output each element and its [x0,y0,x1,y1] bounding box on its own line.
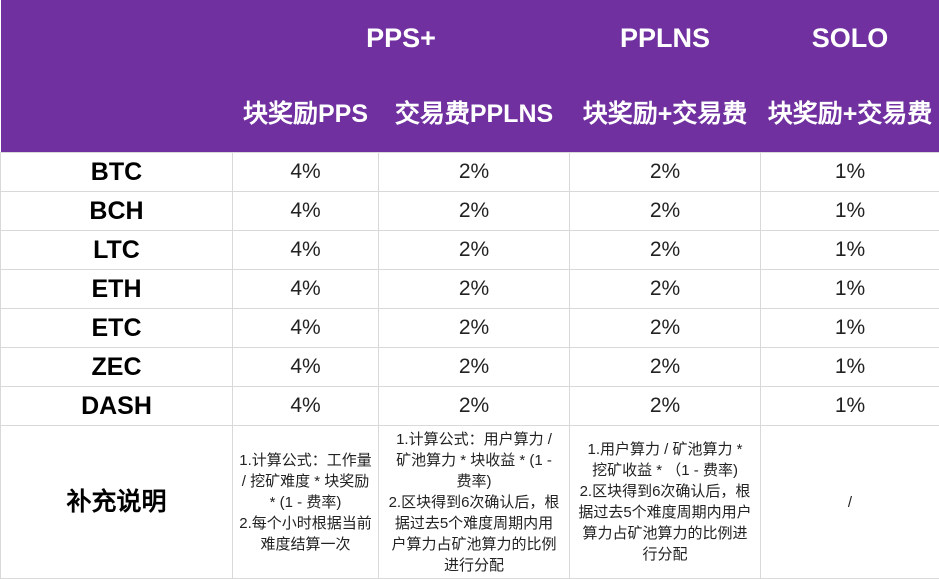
coin-name: DASH [1,387,233,426]
pps-tx-fee: 2% [379,192,570,231]
solo-fee: 1% [761,270,939,309]
notes-pplns: 1.用户算力 / 矿池算力 * 挖矿收益 * （1 - 费率) 2.区块得到6次… [570,426,761,579]
solo-fee: 1% [761,348,939,387]
subheader-tx-fee-pplns: 交易费PPLNS [379,76,570,153]
coin-name: BTC [1,153,233,192]
pps-fee: 4% [233,387,379,426]
pps-tx-fee: 2% [379,270,570,309]
table-row: ZEC 4% 2% 2% 1% [1,348,939,387]
header-corner [1,0,233,76]
table-row: BTC 4% 2% 2% 1% [1,153,939,192]
pplns-fee: 2% [570,387,761,426]
pps-tx-fee: 2% [379,153,570,192]
notes-label: 补充说明 [1,426,233,579]
subheader-solo-reward: 块奖励+交易费 [761,76,939,153]
header-pplns: PPLNS [570,0,761,76]
pps-fee: 4% [233,270,379,309]
notes-pps-tx: 1.计算公式：用户算力 / 矿池算力 * 块收益 * (1 - 费率) 2.区块… [379,426,570,579]
table-body: BTC 4% 2% 2% 1% BCH 4% 2% 2% 1% LTC 4% 2… [1,153,939,579]
header-solo: SOLO [761,0,939,76]
notes-solo-text: / [761,492,939,513]
table-row: DASH 4% 2% 2% 1% [1,387,939,426]
table-row: LTC 4% 2% 2% 1% [1,231,939,270]
solo-fee: 1% [761,387,939,426]
subheader-pplns-reward: 块奖励+交易费 [570,76,761,153]
solo-fee: 1% [761,231,939,270]
pplns-fee: 2% [570,231,761,270]
notes-pps: 1.计算公式：工作量 / 挖矿难度 * 块奖励 * (1 - 费率) 2.每个小… [233,426,379,579]
pplns-fee: 2% [570,270,761,309]
pplns-fee: 2% [570,153,761,192]
notes-pplns-text: 1.用户算力 / 矿池算力 * 挖矿收益 * （1 - 费率) 2.区块得到6次… [570,439,760,565]
subheader-block-reward-pps: 块奖励PPS [233,76,379,153]
pplns-fee: 2% [570,192,761,231]
pplns-fee: 2% [570,348,761,387]
table-row: ETC 4% 2% 2% 1% [1,309,939,348]
coin-name: ETH [1,270,233,309]
notes-pps-tx-text: 1.计算公式：用户算力 / 矿池算力 * 块收益 * (1 - 费率) 2.区块… [379,429,569,576]
pps-tx-fee: 2% [379,309,570,348]
coin-name: BCH [1,192,233,231]
table-row: ETH 4% 2% 2% 1% [1,270,939,309]
header-row-subheaders: 块奖励PPS 交易费PPLNS 块奖励+交易费 块奖励+交易费 [1,76,939,153]
pps-tx-fee: 2% [379,231,570,270]
header-row-groups: PPS+ PPLNS SOLO [1,0,939,76]
notes-pps-text: 1.计算公式：工作量 / 挖矿难度 * 块奖励 * (1 - 费率) 2.每个小… [233,450,378,555]
subheader-corner [1,76,233,153]
coin-name: ETC [1,309,233,348]
notes-solo: / [761,426,939,579]
table-row: BCH 4% 2% 2% 1% [1,192,939,231]
pps-tx-fee: 2% [379,387,570,426]
pps-fee: 4% [233,231,379,270]
pps-tx-fee: 2% [379,348,570,387]
coin-name: ZEC [1,348,233,387]
solo-fee: 1% [761,153,939,192]
coin-name: LTC [1,231,233,270]
solo-fee: 1% [761,309,939,348]
pplns-fee: 2% [570,309,761,348]
pps-fee: 4% [233,309,379,348]
header-pps-plus: PPS+ [233,0,570,76]
pps-fee: 4% [233,192,379,231]
pps-fee: 4% [233,348,379,387]
notes-row: 补充说明 1.计算公式：工作量 / 挖矿难度 * 块奖励 * (1 - 费率) … [1,426,939,579]
pps-fee: 4% [233,153,379,192]
solo-fee: 1% [761,192,939,231]
